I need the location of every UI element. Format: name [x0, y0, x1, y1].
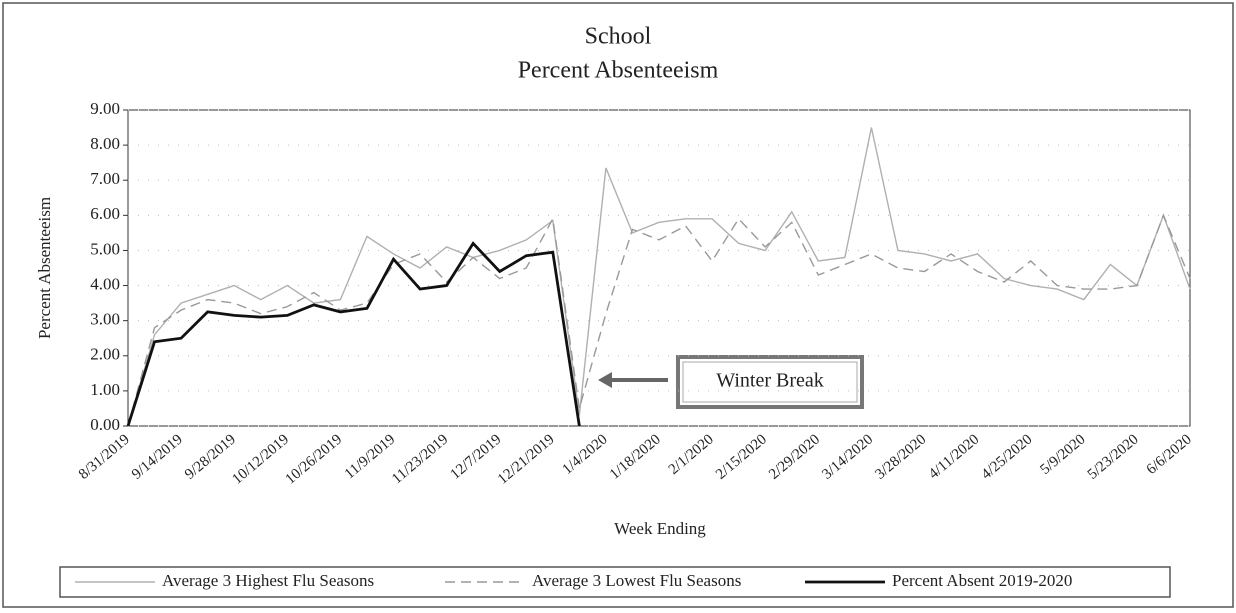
- chart-title: School: [585, 24, 652, 50]
- y-tick-label: 5.00: [90, 239, 120, 258]
- y-tick-label: 6.00: [90, 204, 120, 223]
- y-tick-label: 7.00: [90, 169, 120, 188]
- legend-label: Average 3 Highest Flu Seasons: [162, 571, 374, 590]
- x-tick-label: 9/14/2019: [129, 431, 186, 482]
- x-tick-label: 6/6/2020: [1144, 431, 1195, 478]
- y-axis-label: Percent Absenteeism: [35, 197, 54, 339]
- series-line: [127, 213, 1191, 427]
- chart-subtitle: Percent Absenteeism: [518, 58, 719, 84]
- y-tick-label: 3.00: [90, 310, 120, 329]
- x-tick-label: 10/12/2019: [229, 431, 292, 487]
- series-line: [126, 241, 581, 427]
- x-tick-label: 1/4/2020: [560, 431, 611, 478]
- y-tick-label: 9.00: [90, 99, 120, 118]
- x-tick-label: 11/23/2019: [389, 431, 451, 487]
- x-tick-label: 3/28/2020: [872, 431, 929, 482]
- x-tick-label: 10/26/2019: [283, 431, 346, 487]
- x-tick-label: 12/21/2019: [495, 431, 558, 487]
- x-tick-label: 3/14/2020: [819, 431, 876, 482]
- x-tick-label: 8/31/2019: [76, 431, 133, 482]
- annotation: Winter Break: [716, 370, 823, 392]
- legend-label: Percent Absent 2019-2020: [892, 571, 1072, 590]
- annotation-arrowhead: [598, 372, 612, 388]
- x-tick-label: 4/25/2020: [979, 431, 1036, 482]
- x-tick-label: 2/1/2020: [666, 431, 717, 478]
- y-tick-label: 8.00: [90, 134, 120, 153]
- annotation-box: [676, 355, 864, 409]
- x-tick-label: 2/15/2020: [713, 431, 770, 482]
- x-tick-label: 1/18/2020: [607, 431, 664, 482]
- y-tick-label: 1.00: [90, 380, 120, 399]
- x-tick-label: 5/9/2020: [1037, 431, 1088, 478]
- legend-box: [59, 566, 1171, 598]
- x-axis-label: Week Ending: [614, 519, 706, 538]
- x-tick-label: 5/23/2020: [1085, 431, 1142, 482]
- y-tick-label: 2.00: [90, 345, 120, 364]
- x-tick-label: 2/29/2020: [766, 431, 823, 482]
- legend-label: Average 3 Lowest Flu Seasons: [532, 571, 741, 590]
- y-tick-label: 4.00: [90, 274, 120, 293]
- x-tick-label: 4/11/2020: [926, 431, 982, 482]
- annotation-inner: [682, 361, 858, 403]
- y-tick-label: 0.00: [90, 415, 120, 434]
